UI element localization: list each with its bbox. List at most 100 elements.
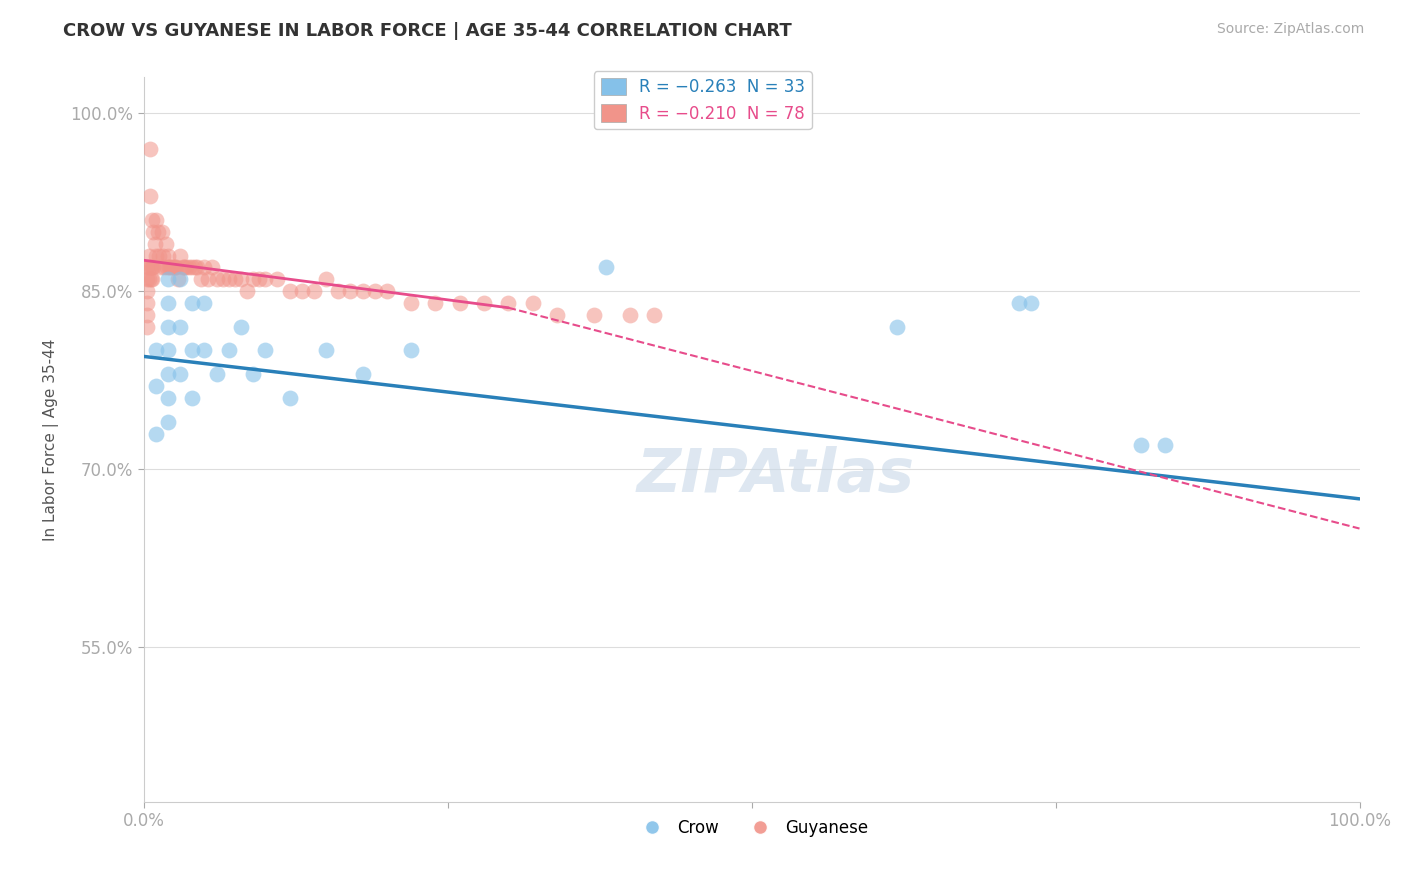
Point [291, 284, 314, 298]
Point [449, 296, 471, 310]
Point [425, 296, 447, 310]
Point [174, 260, 197, 275]
Point [136, 272, 159, 286]
Point [197, 272, 219, 286]
Point [150, 225, 173, 239]
Point [138, 189, 160, 203]
Point [148, 248, 170, 262]
Point [136, 260, 159, 275]
Point [1019, 296, 1042, 310]
Point [169, 368, 191, 382]
Point [145, 379, 167, 393]
Point [399, 343, 422, 358]
Point [141, 213, 163, 227]
Point [156, 248, 179, 262]
Point [315, 343, 337, 358]
Point [218, 272, 240, 286]
Point [156, 391, 179, 405]
Point [156, 368, 179, 382]
Point [1008, 296, 1031, 310]
Point [201, 260, 224, 275]
Point [339, 284, 361, 298]
Point [156, 272, 179, 286]
Point [145, 426, 167, 441]
Point [193, 260, 215, 275]
Point [139, 260, 162, 275]
Point [254, 272, 277, 286]
Point [399, 296, 422, 310]
Point [136, 296, 159, 310]
Point [181, 343, 204, 358]
Point [157, 260, 180, 275]
Point [142, 260, 165, 275]
Point [522, 296, 544, 310]
Point [266, 272, 288, 286]
Point [352, 284, 374, 298]
Point [1154, 438, 1177, 452]
Point [169, 248, 191, 262]
Point [218, 343, 240, 358]
Point [302, 284, 325, 298]
Point [143, 236, 166, 251]
Point [190, 272, 212, 286]
Text: Source: ZipAtlas.com: Source: ZipAtlas.com [1216, 22, 1364, 37]
Point [156, 296, 179, 310]
Point [156, 260, 179, 275]
Point [145, 343, 167, 358]
Point [138, 272, 160, 286]
Point [328, 284, 350, 298]
Point [165, 260, 187, 275]
Point [159, 260, 181, 275]
Point [156, 343, 179, 358]
Point [138, 248, 160, 262]
Point [352, 368, 374, 382]
Point [166, 272, 188, 286]
Point [236, 284, 259, 298]
Point [173, 260, 195, 275]
Point [136, 284, 159, 298]
Point [205, 368, 228, 382]
Point [278, 391, 301, 405]
Point [169, 319, 191, 334]
Point [183, 260, 205, 275]
Text: CROW VS GUYANESE IN LABOR FORCE | AGE 35-44 CORRELATION CHART: CROW VS GUYANESE IN LABOR FORCE | AGE 35… [63, 22, 792, 40]
Point [582, 308, 605, 322]
Point [166, 260, 188, 275]
Point [169, 272, 191, 286]
Point [163, 260, 186, 275]
Point [886, 319, 908, 334]
Point [619, 308, 641, 322]
Point [224, 272, 246, 286]
Point [141, 272, 163, 286]
Point [205, 272, 228, 286]
Point [149, 260, 172, 275]
Point [472, 296, 495, 310]
Point [595, 260, 617, 275]
Point [193, 296, 215, 310]
Point [181, 260, 204, 275]
Point [141, 260, 163, 275]
Point [172, 260, 194, 275]
Point [148, 225, 170, 239]
Point [643, 308, 665, 322]
Point [193, 343, 215, 358]
Point [242, 368, 264, 382]
Point [181, 391, 204, 405]
Point [247, 272, 270, 286]
Point [181, 296, 204, 310]
Point [145, 213, 167, 227]
Point [278, 284, 301, 298]
Point [315, 272, 337, 286]
Point [498, 296, 520, 310]
Point [375, 284, 398, 298]
Legend: Crow, Guyanese: Crow, Guyanese [628, 813, 875, 844]
Text: ZIPAtlas: ZIPAtlas [637, 446, 915, 505]
Point [153, 260, 176, 275]
Point [136, 308, 159, 322]
Point [363, 284, 385, 298]
Point [1129, 438, 1152, 452]
Point [242, 272, 264, 286]
Point [160, 260, 183, 275]
Point [142, 225, 165, 239]
Point [156, 415, 179, 429]
